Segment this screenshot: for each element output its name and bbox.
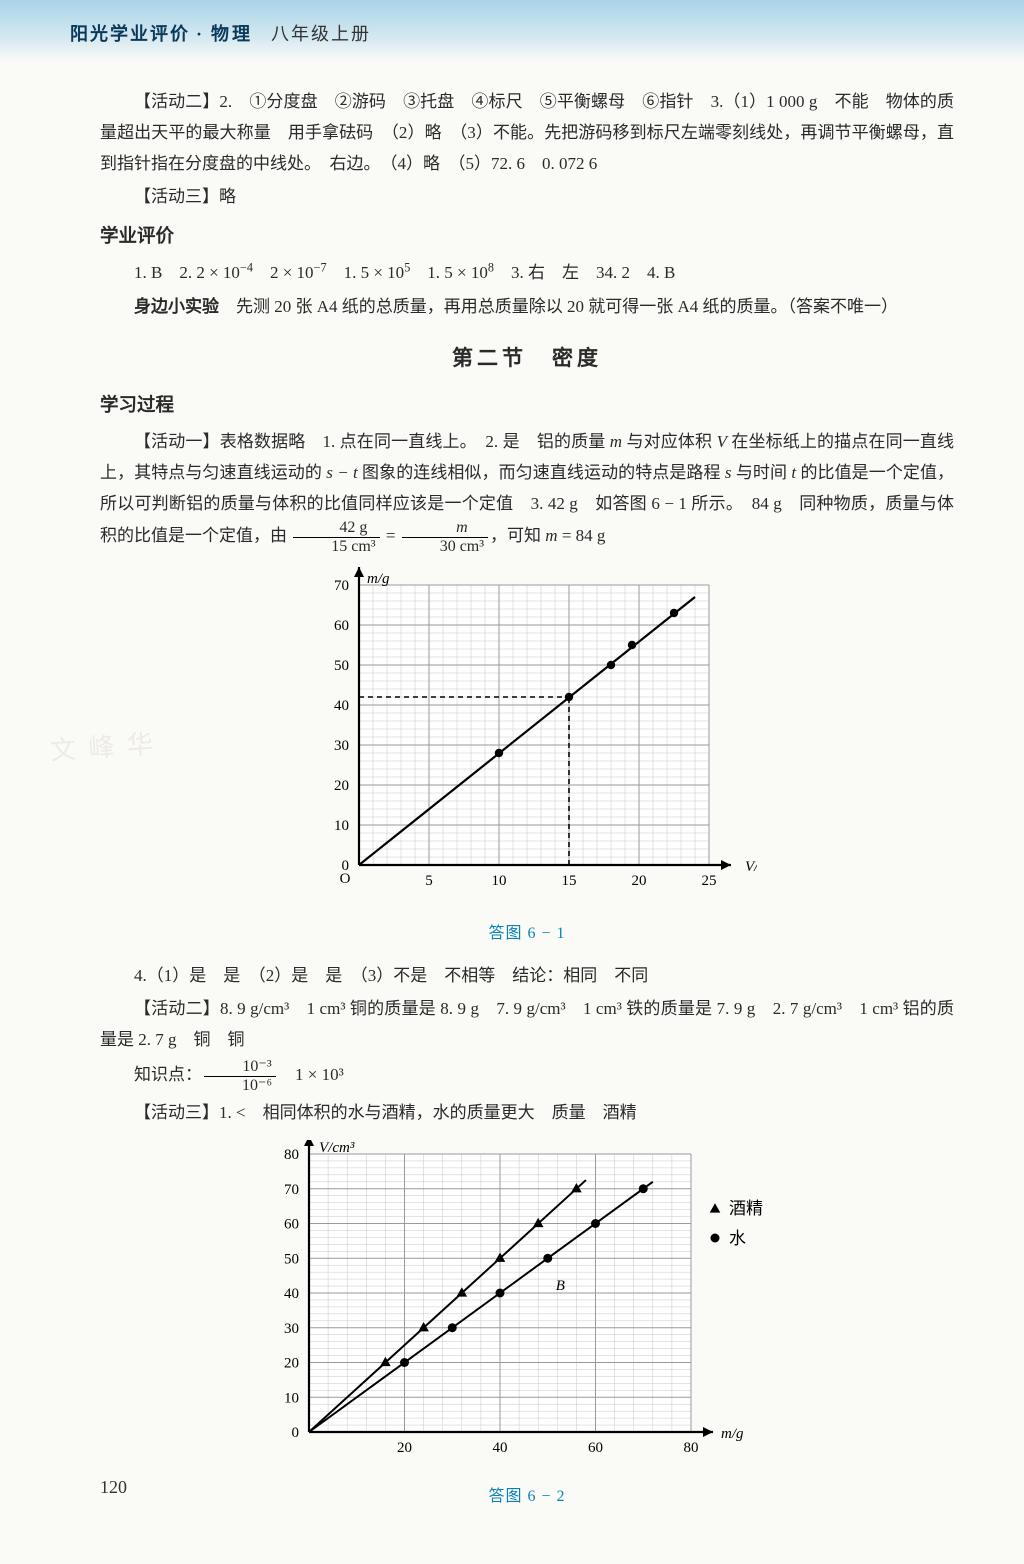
header-dot: · (196, 24, 205, 44)
frac2-num: m (402, 519, 488, 538)
exp-m4: −4 (240, 260, 253, 274)
chart-1: O510152025010203040506070V/cm³m/g (297, 567, 757, 907)
svg-text:60: 60 (334, 618, 349, 634)
ans-seg-d: 1. 5 × 10 (410, 263, 488, 282)
section-title-density: 第二节 密度 (100, 340, 954, 378)
activity2b-text: 【活动二】8. 9 g/cm³ 1 cm³ 铜的质量是 8. 9 g 7. 9 … (100, 994, 954, 1055)
ans-seg-a: 1. B 2. 2 × 10 (134, 263, 240, 282)
svg-text:30: 30 (284, 1321, 299, 1337)
chart-1-caption: 答图 6 − 1 (100, 920, 954, 949)
subject: 物理 (211, 24, 253, 44)
svg-text:80: 80 (284, 1147, 299, 1163)
chart-2: 20 40 60 80 0 10 20 30 40 50 60 70 80 m/g V/cm³ B 酒精水 (247, 1140, 807, 1470)
a1-seg-a: 【活动一】表格数据略 1. 点在同一直线上。 2. 是 铝的质量 (134, 432, 610, 451)
a1-seg-g: ，可知 (490, 526, 545, 545)
heading-xueye: 学业评价 (63, 221, 954, 254)
svg-text:0: 0 (342, 858, 350, 874)
svg-text:10: 10 (492, 873, 507, 889)
experiment-body: 先测 20 张 A4 纸的总质量，再用总质量除以 20 就可得一张 A4 纸的质… (219, 297, 898, 316)
svg-text:70: 70 (334, 578, 349, 594)
svg-text:40: 40 (334, 698, 349, 714)
svg-text:30: 30 (334, 738, 349, 754)
svg-text:50: 50 (334, 658, 349, 674)
ans-seg-c: 1. 5 × 10 (327, 263, 405, 282)
svg-text:水: 水 (729, 1229, 746, 1248)
ans-seg-e: 3. 右 左 34. 2 4. B (494, 263, 675, 282)
svg-text:50: 50 (284, 1252, 299, 1268)
chart-1-container: O510152025010203040506070V/cm³m/g 答图 6 −… (100, 567, 954, 948)
activity1-text: 【活动一】表格数据略 1. 点在同一直线上。 2. 是 铝的质量 m 与对应体积… (100, 427, 954, 555)
chart-2-caption: 答图 6 − 2 (100, 1483, 954, 1512)
experiment-text: 身边小实验 先测 20 张 A4 纸的总质量，再用总质量除以 20 就可得一张 … (100, 292, 954, 323)
kp-label: 知识点： (134, 1065, 202, 1084)
a1-seg-h: = 84 g (558, 526, 606, 545)
svg-text:20: 20 (397, 1440, 412, 1456)
page-number: 120 (100, 1471, 127, 1503)
chart-2-container: 20 40 60 80 0 10 20 30 40 50 60 70 80 m/g V/cm³ B 酒精水 答图… (100, 1140, 954, 1511)
kp-value: 1 × 10³ (278, 1065, 344, 1084)
frac2-den: 30 cm³ (402, 538, 488, 556)
svg-text:25: 25 (702, 873, 717, 889)
var-s: s (725, 463, 732, 482)
svg-text:20: 20 (632, 873, 647, 889)
svg-text:m/g: m/g (721, 1426, 744, 1442)
svg-text:60: 60 (588, 1440, 603, 1456)
fraction-1: 42 g15 cm³ (293, 519, 379, 555)
svg-text:60: 60 (284, 1217, 299, 1233)
fraction-2: m30 cm³ (402, 519, 488, 555)
a1-seg-e: 与时间 (732, 463, 792, 482)
var-m-1: m (610, 432, 622, 451)
svg-text:V/cm³: V/cm³ (319, 1140, 355, 1156)
svg-text:40: 40 (493, 1440, 508, 1456)
svg-text:0: 0 (292, 1425, 300, 1441)
svg-text:40: 40 (284, 1286, 299, 1302)
frac-eq: = (382, 526, 400, 545)
svg-text:酒精: 酒精 (729, 1199, 763, 1218)
q4-text: 4.（1）是 是 （2）是 是 （3）不是 不相等 结论：相同 不同 (100, 961, 954, 992)
var-V-1: V (717, 432, 727, 451)
svg-text:5: 5 (425, 873, 433, 889)
activity3-text: 【活动三】略 (100, 182, 954, 213)
activity3b-text: 【活动三】1. < 相同体积的水与酒精，水的质量更大 质量 酒精 (100, 1098, 954, 1129)
frac3-num: 10⁻³ (204, 1058, 276, 1077)
svg-text:15: 15 (562, 873, 577, 889)
experiment-label: 身边小实验 (134, 297, 219, 316)
answers-line-1: 1. B 2. 2 × 10−4 2 × 10−7 1. 5 × 105 1. … (100, 258, 954, 289)
frac1-den: 15 cm³ (293, 538, 379, 556)
grade: 八年级上册 (271, 24, 371, 44)
svg-text:m/g: m/g (367, 571, 390, 587)
ans-seg-b: 2 × 10 (253, 263, 314, 282)
a1-seg-b: 与对应体积 (622, 432, 716, 451)
svg-text:20: 20 (284, 1356, 299, 1372)
svg-text:B: B (556, 1278, 565, 1294)
fraction-3: 10⁻³10⁻⁶ (204, 1058, 276, 1094)
heading-xuexiguocheng: 学习过程 (100, 390, 954, 423)
a1-seg-d: 图象的连线相似，而匀速直线运动的特点是路程 (358, 463, 725, 482)
page-header: 阳光学业评价 · 物理八年级上册 (0, 0, 1024, 62)
frac1-num: 42 g (293, 519, 379, 538)
svg-text:10: 10 (284, 1391, 299, 1407)
svg-text:20: 20 (334, 778, 349, 794)
var-st: s − t (326, 463, 357, 482)
frac3-den: 10⁻⁶ (204, 1077, 276, 1095)
exp-m7: −7 (314, 260, 327, 274)
svg-text:10: 10 (334, 818, 349, 834)
knowledge-point: 知识点：10⁻³10⁻⁶ 1 × 10³ (100, 1058, 954, 1094)
svg-text:80: 80 (684, 1440, 699, 1456)
svg-text:70: 70 (284, 1182, 299, 1198)
content-area: 【活动二】2. ①分度盘 ②游码 ③托盘 ④标尺 ⑤平衡螺母 ⑥指针 3.（1）… (0, 87, 1024, 1511)
svg-text:V/cm³: V/cm³ (745, 859, 757, 875)
var-m-2: m (545, 526, 557, 545)
activity2-text: 【活动二】2. ①分度盘 ②游码 ③托盘 ④标尺 ⑤平衡螺母 ⑥指针 3.（1）… (100, 87, 954, 179)
book-title: 阳光学业评价 (70, 24, 190, 44)
